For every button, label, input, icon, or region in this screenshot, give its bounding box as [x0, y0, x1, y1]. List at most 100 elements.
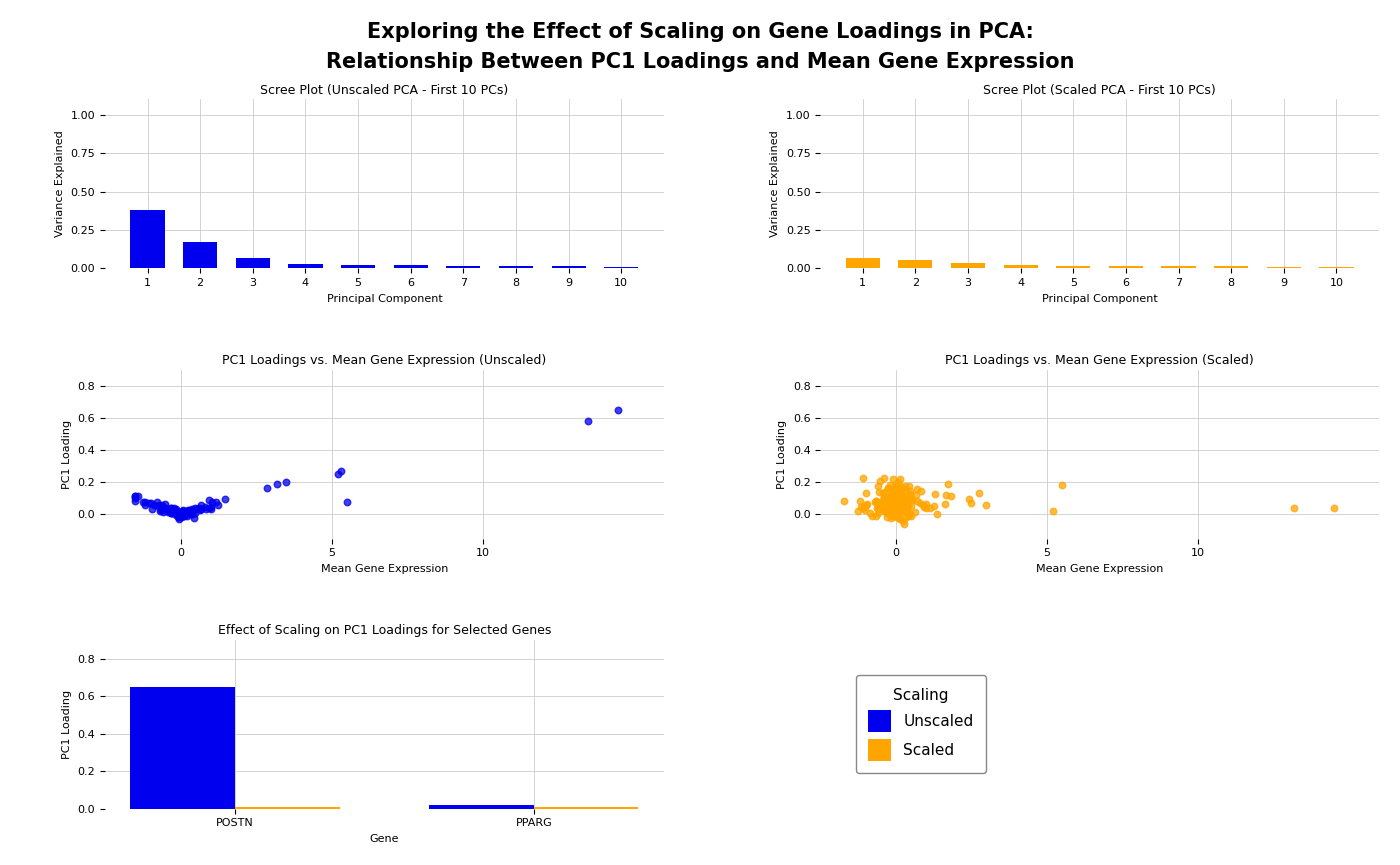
Point — [889, 483, 911, 497]
Point — [890, 494, 913, 508]
Point — [181, 506, 203, 520]
Legend: Unscaled, Scaled: Unscaled, Scaled — [855, 676, 986, 773]
Point — [179, 504, 202, 518]
Point — [214, 491, 237, 505]
Point — [175, 504, 197, 518]
Point — [883, 485, 906, 499]
Point — [171, 509, 193, 522]
Text: Relationship Between PC1 Loadings and Mean Gene Expression: Relationship Between PC1 Loadings and Me… — [326, 52, 1074, 72]
Point — [879, 498, 902, 512]
Bar — [1004, 265, 1037, 268]
Point — [885, 502, 907, 516]
Point — [867, 503, 889, 516]
Point — [207, 498, 230, 512]
Point — [326, 467, 349, 481]
Point — [153, 505, 175, 519]
Title: PC1 Loadings vs. Mean Gene Expression (Scaled): PC1 Loadings vs. Mean Gene Expression (S… — [945, 354, 1254, 367]
Point — [879, 496, 902, 509]
Point — [890, 497, 913, 510]
Point — [872, 493, 895, 507]
Point — [200, 496, 223, 509]
Point — [146, 495, 168, 509]
Point — [886, 491, 909, 505]
Point — [160, 506, 182, 520]
Point — [879, 493, 902, 507]
Bar — [430, 805, 533, 809]
Point — [867, 506, 889, 520]
Point — [924, 487, 946, 501]
Point — [172, 505, 195, 519]
Point — [171, 507, 193, 521]
Point — [882, 472, 904, 486]
Point — [197, 493, 220, 507]
Title: PC1 Loadings vs. Mean Gene Expression (Unscaled): PC1 Loadings vs. Mean Gene Expression (U… — [223, 354, 546, 367]
Point — [153, 502, 175, 516]
Point — [900, 509, 923, 523]
Point — [906, 483, 928, 497]
Point — [881, 497, 903, 511]
Point — [892, 490, 914, 503]
Point — [167, 505, 189, 519]
Point — [195, 503, 217, 516]
Point — [189, 503, 211, 516]
Point — [913, 500, 935, 514]
Point — [165, 508, 188, 522]
Point — [1042, 504, 1064, 518]
Y-axis label: PC1 Loading: PC1 Loading — [777, 420, 787, 489]
Point — [151, 503, 174, 516]
Point — [888, 498, 910, 512]
Point — [878, 478, 900, 492]
Point — [189, 498, 211, 512]
Point — [882, 483, 904, 497]
Point — [853, 501, 875, 515]
Point — [125, 491, 147, 505]
Bar — [342, 265, 375, 268]
Point — [890, 486, 913, 500]
Point — [171, 505, 193, 519]
X-axis label: Principal Component: Principal Component — [1042, 293, 1158, 304]
Point — [160, 503, 182, 517]
Point — [256, 481, 279, 495]
Point — [148, 504, 171, 518]
Point — [162, 501, 185, 515]
Point — [886, 481, 909, 495]
Point — [893, 490, 916, 503]
Point — [160, 502, 182, 516]
Point — [181, 507, 203, 521]
Point — [893, 517, 916, 531]
Point — [158, 504, 181, 518]
Point — [886, 490, 909, 504]
Point — [904, 488, 927, 502]
X-axis label: Principal Component: Principal Component — [326, 293, 442, 304]
Y-axis label: Variance Explained: Variance Explained — [55, 131, 64, 237]
Point — [941, 490, 963, 503]
Y-axis label: Variance Explained: Variance Explained — [770, 131, 780, 237]
Bar — [1214, 266, 1249, 268]
Point — [883, 509, 906, 523]
Bar — [183, 242, 217, 268]
Point — [174, 508, 196, 522]
Point — [885, 501, 907, 515]
Point — [883, 479, 906, 493]
Point — [274, 476, 297, 490]
Point — [162, 503, 185, 517]
Point — [885, 500, 907, 514]
Point — [168, 509, 190, 522]
Point — [189, 503, 211, 516]
Point — [900, 499, 923, 513]
Point — [151, 498, 174, 512]
Point — [895, 505, 917, 519]
Point — [885, 490, 907, 504]
Point — [893, 496, 916, 509]
Point — [918, 501, 941, 515]
Bar — [899, 260, 932, 268]
Point — [889, 486, 911, 500]
X-axis label: Mean Gene Expression: Mean Gene Expression — [1036, 564, 1163, 573]
Point — [896, 500, 918, 514]
Bar — [846, 259, 879, 268]
Point — [881, 490, 903, 503]
Point — [896, 494, 918, 508]
Point — [183, 501, 206, 515]
Point — [916, 497, 938, 510]
Point — [855, 498, 878, 512]
